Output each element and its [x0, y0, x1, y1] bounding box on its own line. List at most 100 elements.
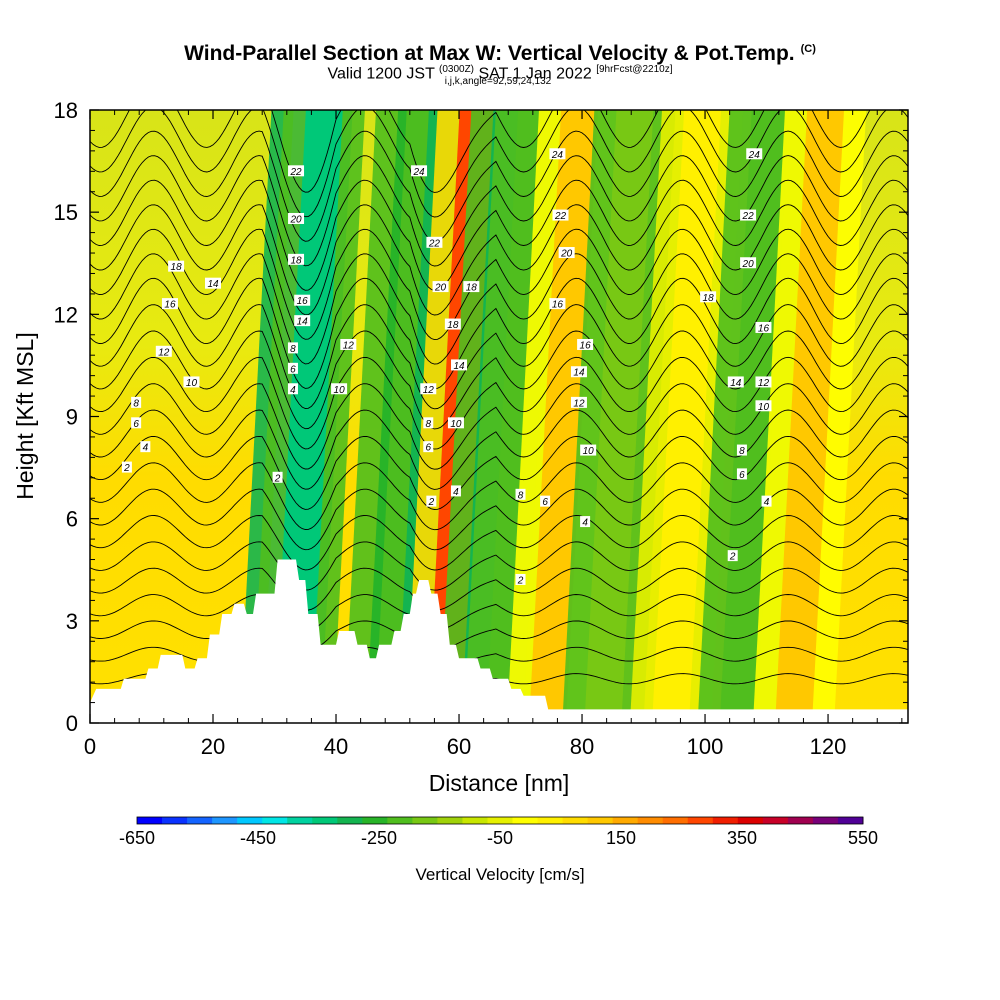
contour-label-text: 24: [412, 167, 425, 178]
contour-label: 10: [580, 444, 597, 457]
theta-contour: [90, 204, 908, 316]
theta-contour: [90, 110, 908, 218]
contour-label-bg: [205, 277, 222, 289]
colorbar-label: -250: [361, 828, 397, 848]
colorbar-swatch: [687, 817, 714, 824]
contour-label-text: 8: [290, 344, 296, 355]
contour-label-text: 22: [742, 211, 755, 222]
contour-label: 12: [755, 376, 772, 389]
valid-date-text: SAT 1 Jan 2022: [478, 65, 592, 83]
contour-label: 24: [746, 148, 763, 161]
x-tick-label: 40: [324, 734, 348, 759]
contour-label: 10: [447, 417, 464, 430]
y-tick-label: 15: [54, 200, 78, 225]
contour-label-text: 4: [582, 518, 588, 529]
contour-label-text: 6: [425, 443, 431, 454]
theta-contour: [90, 253, 908, 365]
contour-label-text: 6: [739, 470, 745, 481]
contour-label-bg: [288, 253, 305, 265]
contour-label: 18: [463, 281, 480, 294]
contour-label-text: 8: [739, 446, 745, 457]
contour-label: 16: [755, 321, 772, 334]
colorbar-label: -650: [119, 828, 155, 848]
theta-contour: [90, 435, 908, 510]
contour-label-text: 20: [434, 283, 447, 294]
contour-label-text: 20: [560, 249, 573, 260]
contour-label: 14: [205, 277, 222, 290]
colorbar-swatch: [587, 817, 614, 824]
contour-label-bg: [580, 444, 597, 456]
contour-label-bg: [131, 417, 142, 429]
x-axis-title: Distance [nm]: [429, 770, 570, 796]
contour-label: 6: [736, 468, 747, 481]
index-line-text: i,j,k,angle=92,59,24,132: [444, 76, 552, 87]
colorbar-swatch: [787, 817, 814, 824]
contour-label-text: 18: [466, 283, 478, 294]
contour-label: 8: [515, 488, 526, 501]
contour-label-bg: [423, 417, 434, 429]
contour-label-bg: [288, 165, 305, 177]
contour-label-text: 6: [542, 497, 548, 508]
colorbar-label: 350: [727, 828, 757, 848]
contour-label-bg: [727, 376, 744, 388]
colorbar-swatch: [437, 817, 463, 824]
contour-label: 12: [420, 383, 437, 396]
contour-label-text: 20: [289, 214, 302, 225]
contour-label-bg: [426, 236, 443, 248]
contour-label: 16: [549, 298, 566, 311]
colorbar-swatch: [537, 817, 564, 824]
contour-label: 16: [294, 294, 311, 307]
contour-label-bg: [746, 148, 763, 160]
contour-label: 16: [161, 298, 178, 311]
colorbar-swatch: [362, 817, 388, 824]
contour-label: 2: [515, 573, 526, 586]
contour-label-bg: [549, 298, 566, 310]
y-tick-label: 0: [66, 711, 78, 736]
y-axis-title: Height [Kft MSL]: [12, 332, 38, 499]
velocity-bands: [239, 110, 867, 723]
theta-contour: [90, 110, 871, 193]
colorbar-swatch: [412, 817, 438, 824]
contour-label-bg: [161, 298, 178, 310]
y-tick-label: 12: [54, 302, 78, 327]
contour-label: 14: [451, 359, 468, 372]
contour-label-text: 10: [758, 402, 770, 413]
chart-subtitle: Valid 1200 JST (0300Z) SAT 1 Jan 2022 [9…: [0, 60, 1000, 84]
x-tick-label: 20: [201, 734, 225, 759]
contour-label-text: 4: [453, 487, 459, 498]
colorbar-label: 150: [606, 828, 636, 848]
theta-contour: [90, 356, 908, 450]
contour-label-text: 10: [583, 446, 595, 457]
contour-label-bg: [700, 291, 717, 303]
contour-label-text: 2: [123, 463, 130, 474]
colorbar-swatch: [812, 817, 839, 824]
theta-contour: [90, 277, 908, 390]
contour-label-bg: [577, 338, 594, 350]
colorbar-swatch: [262, 817, 288, 824]
colorbar-frame: [136, 816, 864, 825]
contour-label-bg: [558, 247, 575, 259]
contour-label-text: 16: [297, 296, 309, 307]
contour-label: 20: [432, 281, 449, 294]
contour-label-text: 8: [518, 490, 524, 501]
axis-ticks: 0 20 40 60 80 100 120 0 3 6 9 12 15 18: [54, 98, 908, 759]
contour-label: 4: [761, 495, 772, 508]
theta-contour: [90, 409, 908, 490]
contour-label: 22: [288, 165, 305, 178]
contour-label-bg: [426, 495, 437, 507]
forecast-text: [9hrFcst@2210z]: [596, 64, 673, 75]
contour-label-text: 22: [289, 167, 302, 178]
contour-label-bg: [183, 376, 200, 388]
contour-label-bg: [420, 383, 437, 395]
contour-label-text: 2: [517, 575, 524, 586]
colorbar-swatch: [287, 817, 313, 824]
contour-label: 12: [155, 345, 172, 358]
y-tick-label: 3: [66, 609, 78, 634]
terrain: [90, 559, 908, 723]
contour-label-text: 4: [290, 385, 296, 396]
contour-label-text: 22: [428, 238, 441, 249]
contour-label: 18: [168, 260, 185, 273]
contour-label-text: 16: [164, 300, 176, 311]
contour-label: 24: [411, 165, 428, 178]
theta-contour: [90, 330, 908, 430]
